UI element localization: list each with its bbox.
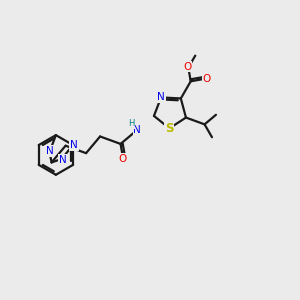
Text: O: O — [119, 154, 127, 164]
Text: O: O — [183, 61, 191, 72]
Text: O: O — [202, 74, 211, 84]
Text: N: N — [70, 140, 78, 150]
Text: N: N — [134, 125, 141, 135]
Text: N: N — [46, 146, 53, 156]
Text: S: S — [165, 122, 174, 135]
Text: N: N — [157, 92, 165, 102]
Text: N: N — [59, 155, 66, 165]
Text: H: H — [128, 119, 134, 128]
